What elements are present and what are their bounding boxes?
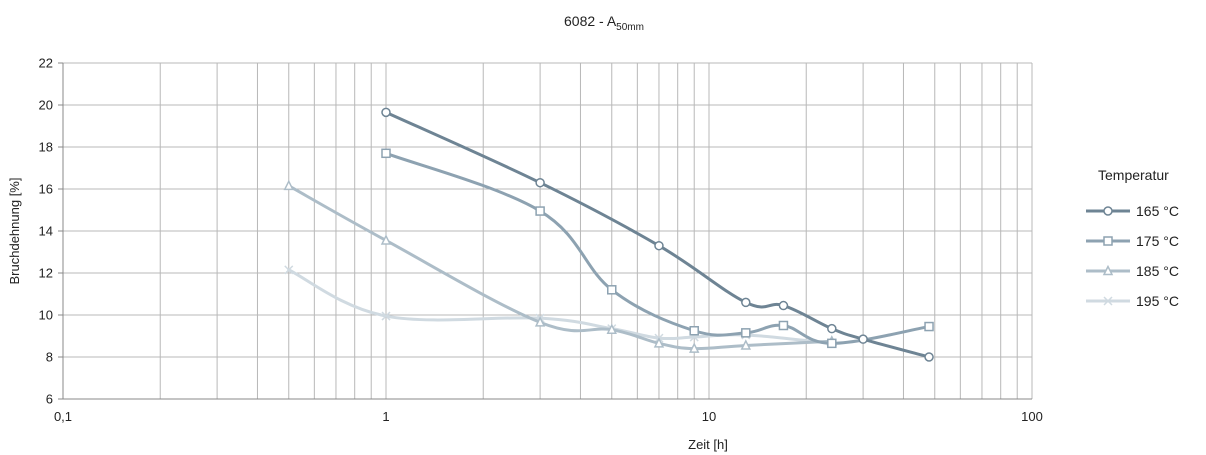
y-axis-title: Bruchdehnung [%] bbox=[7, 178, 22, 285]
legend-item: 195 °C bbox=[1086, 293, 1179, 309]
x-tick-label: 0,1 bbox=[54, 409, 72, 424]
legend-item: 185 °C bbox=[1086, 263, 1179, 279]
data-point bbox=[284, 265, 294, 275]
data-point bbox=[741, 328, 751, 338]
data-point bbox=[380, 234, 392, 245]
series-165-c bbox=[381, 107, 934, 362]
data-point bbox=[534, 316, 546, 327]
grid bbox=[62, 62, 1033, 400]
y-tick-label: 14 bbox=[39, 224, 53, 239]
data-point bbox=[689, 326, 699, 336]
data-point bbox=[283, 179, 294, 191]
chart-title: 6082 - A50mm bbox=[564, 13, 644, 33]
legend-label: 165 °C bbox=[1136, 203, 1179, 219]
y-tick-label: 20 bbox=[39, 98, 53, 113]
y-tick-label: 8 bbox=[46, 350, 53, 365]
legend: Temperatur 165 °C 175 °C 185 °C 195 °C bbox=[1086, 167, 1179, 309]
data-point bbox=[653, 337, 665, 348]
x-tick-label: 1 bbox=[382, 409, 389, 424]
data-point bbox=[741, 297, 751, 308]
data-point bbox=[778, 320, 789, 331]
legend-label: 195 °C bbox=[1136, 293, 1179, 309]
data-point bbox=[924, 321, 934, 332]
data-point bbox=[827, 338, 837, 349]
legend-item: 175 °C bbox=[1086, 233, 1179, 249]
legend-marker bbox=[1103, 236, 1113, 246]
data-point bbox=[740, 339, 752, 350]
data-point bbox=[606, 323, 617, 334]
x-tick-label: 100 bbox=[1021, 409, 1043, 424]
y-tick-label: 12 bbox=[39, 266, 53, 281]
legend-title: Temperatur bbox=[1098, 167, 1169, 183]
legend-marker bbox=[1103, 206, 1113, 216]
series-175-c bbox=[381, 148, 934, 349]
y-tick-label: 6 bbox=[46, 392, 53, 407]
data-point bbox=[381, 148, 391, 159]
legend-marker bbox=[1103, 296, 1113, 306]
legend-marker bbox=[1102, 264, 1114, 276]
data-point bbox=[381, 107, 391, 118]
y-tick-label: 10 bbox=[39, 308, 53, 323]
data-point bbox=[827, 323, 837, 334]
axes: 6 8 10 12 14 16 18 20 22 0,1 1 10 100 bbox=[39, 56, 1043, 425]
data-point bbox=[381, 311, 391, 321]
legend-label: 185 °C bbox=[1136, 263, 1179, 279]
chart-title-subscript: 50mm bbox=[616, 22, 644, 33]
legend-label: 175 °C bbox=[1136, 233, 1179, 249]
data-point bbox=[607, 285, 617, 295]
data-point bbox=[535, 177, 545, 188]
series-line bbox=[287, 184, 834, 351]
legend-item: 165 °C bbox=[1086, 203, 1179, 219]
series-group bbox=[283, 107, 934, 362]
data-point bbox=[924, 352, 934, 362]
series-185-c bbox=[283, 179, 838, 353]
data-point bbox=[654, 240, 664, 251]
x-tick-label: 10 bbox=[702, 409, 716, 424]
data-point bbox=[535, 206, 545, 216]
data-point bbox=[858, 334, 868, 344]
data-point bbox=[778, 300, 789, 311]
chart-title-text: 6082 - A bbox=[564, 13, 617, 29]
y-tick-label: 16 bbox=[39, 182, 53, 197]
y-tick-label: 18 bbox=[39, 140, 53, 155]
data-point bbox=[689, 342, 700, 353]
y-tick-label: 22 bbox=[39, 56, 53, 71]
x-axis-title: Zeit [h] bbox=[688, 437, 728, 452]
